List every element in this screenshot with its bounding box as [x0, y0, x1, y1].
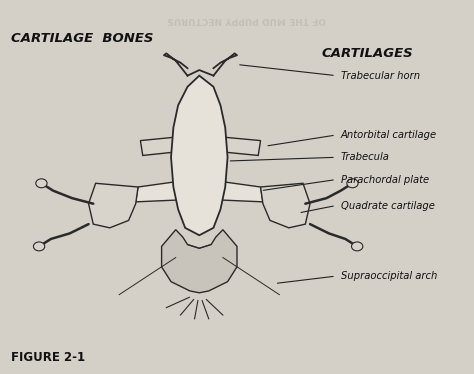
- Circle shape: [352, 242, 363, 251]
- Circle shape: [36, 179, 47, 188]
- Text: Trabecular horn: Trabecular horn: [341, 71, 420, 81]
- Polygon shape: [220, 137, 261, 156]
- Circle shape: [34, 242, 45, 251]
- Polygon shape: [136, 181, 263, 202]
- Polygon shape: [140, 137, 178, 156]
- Text: Trabecula: Trabecula: [341, 152, 390, 162]
- Text: Parachordal plate: Parachordal plate: [341, 175, 429, 185]
- Polygon shape: [261, 183, 310, 228]
- Polygon shape: [89, 183, 138, 228]
- Circle shape: [347, 179, 358, 188]
- Text: FIGURE 2-1: FIGURE 2-1: [11, 351, 85, 364]
- Text: CARTILAGE  BONES: CARTILAGE BONES: [11, 32, 153, 45]
- Text: OF THE MUD PUPPY NECTURUS: OF THE MUD PUPPY NECTURUS: [167, 15, 326, 24]
- Text: CARTILAGES: CARTILAGES: [322, 47, 413, 60]
- Text: Quadrate cartilage: Quadrate cartilage: [341, 200, 435, 211]
- Text: Supraoccipital arch: Supraoccipital arch: [341, 271, 437, 281]
- Polygon shape: [162, 230, 237, 293]
- Text: Antorbital cartilage: Antorbital cartilage: [341, 130, 437, 140]
- Polygon shape: [171, 76, 228, 235]
